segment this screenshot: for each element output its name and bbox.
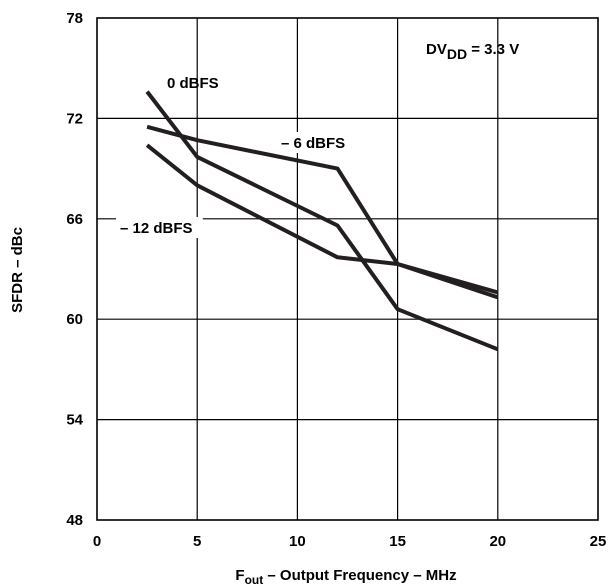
y-tick-label: 66 [66, 211, 83, 228]
dvdd-annotation: DVDD = 3.3 V [426, 41, 519, 62]
y-axis-label: SFDR – dBc [9, 227, 26, 313]
x-tick-label: 5 [193, 533, 201, 550]
series-label-text: – 6 dBFS [281, 135, 345, 152]
y-tick-labels: 48 54 60 66 72 78 [66, 10, 83, 529]
series-label-text: 0 dBFS [167, 75, 219, 92]
x-tick-label: 15 [389, 533, 406, 550]
x-axis-label: Fout – Output Frequency – MHz [235, 567, 456, 584]
series-label-2: – 12 dBFS [116, 217, 203, 238]
grid [97, 18, 598, 520]
y-tick-label: 60 [66, 311, 83, 328]
x-tick-label: 20 [489, 533, 506, 550]
series-label-text: – 12 dBFS [120, 220, 193, 237]
series-line-2 [145, 143, 499, 295]
y-tick-label: 54 [66, 412, 83, 429]
series-labels: 0 dBFS – 6 dBFS – 12 dBFS [116, 75, 355, 238]
y-tick-label: 72 [66, 110, 83, 127]
x-tick-label: 0 [93, 533, 101, 550]
x-tick-label: 25 [590, 533, 607, 550]
series-label-background [277, 132, 355, 153]
x-tick-labels: 0 5 10 15 20 25 [93, 533, 607, 550]
plot-frame [96, 17, 599, 521]
series-label-0: 0 dBFS [167, 75, 219, 92]
y-tick-label: 78 [66, 10, 83, 27]
x-tick-label: 10 [289, 533, 306, 550]
series-lines [145, 90, 499, 352]
series-label-background [116, 217, 203, 238]
y-tick-label: 48 [66, 512, 83, 529]
series-label-1: – 6 dBFS [277, 132, 355, 153]
